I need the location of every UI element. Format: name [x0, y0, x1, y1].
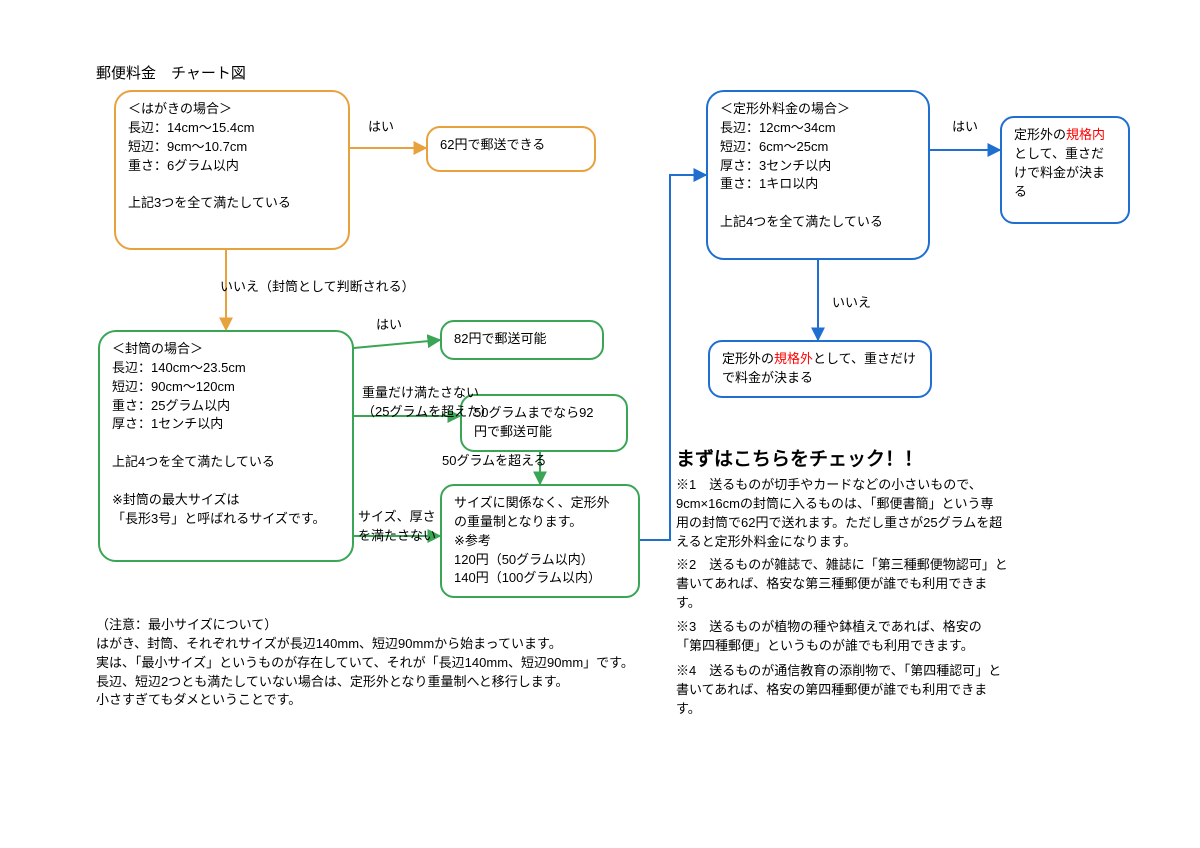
- edge-label-yes-hagaki: はい: [368, 118, 394, 137]
- edge-label-over-50g: 50グラムを超える: [442, 452, 547, 471]
- check-note-3: ※3 送るものが植物の種や鉢植えであれば、格安の 「第四種郵便」というものが誰で…: [676, 618, 982, 656]
- edge-label-no-teikeigai: いいえ: [832, 294, 871, 313]
- edge-label-yes-teikeigai: はい: [952, 118, 978, 137]
- check-note-4: ※4 送るものが通信教育の添削物で、「第四種認可」と 書いてあれば、格安の第四種…: [676, 662, 1001, 719]
- edge-label-weight-only: 重量だけ満たさない （25グラムを超えた）: [362, 384, 493, 422]
- note-min-size: （注意：最小サイズについて） はがき、封筒、それぞれサイズが長辺140mm、短辺…: [96, 616, 634, 710]
- node-kikakugai: 定形外の規格外として、重さだけで料金が決まる: [708, 340, 932, 398]
- check-note-2: ※2 送るものが雑誌で、雑誌に「第三種郵便物認可」と 書いてあれば、格安な第三種…: [676, 556, 1008, 613]
- node-hagaki-62yen: 62円で郵送できる: [426, 126, 596, 172]
- page-title: 郵便料金 チャート図: [96, 62, 246, 83]
- edge-label-no-hagaki: いいえ（封筒として判断される）: [220, 278, 415, 297]
- node-envelope: ＜封筒の場合＞ 長辺：140cm～23.5cm 短辺：90cm～120cm 重さ…: [98, 330, 354, 562]
- node-envelope-82yen: 82円で郵送可能: [440, 320, 604, 360]
- edge-label-size-thickness: サイズ、厚さ を満たさない: [358, 508, 436, 546]
- edge-label-yes-envelope: はい: [376, 316, 402, 335]
- flowchart-canvas: 郵便料金 チャート図 ＜はがきの場合＞ 長辺：14cm～15.4cm 短辺：9c…: [0, 0, 1200, 848]
- node-teikeigai: ＜定形外料金の場合＞ 長辺：12cm～34cm 短辺：6cm～25cm 厚さ：3…: [706, 90, 930, 260]
- check-heading: まずはこちらをチェック！！: [676, 446, 923, 474]
- check-note-1: ※1 送るものが切手やカードなどの小さいもので、 9cm×16cmの封筒に入るも…: [676, 476, 1002, 551]
- node-envelope-nonstandard: サイズに関係なく、定形外 の重量制となります。 ※参考 120円（50グラム以内…: [440, 484, 640, 598]
- node-hagaki: ＜はがきの場合＞ 長辺：14cm～15.4cm 短辺：9cm～10.7cm 重さ…: [114, 90, 350, 250]
- node-kikakunai: 定形外の規格内として、重さだけで料金が決まる: [1000, 116, 1130, 224]
